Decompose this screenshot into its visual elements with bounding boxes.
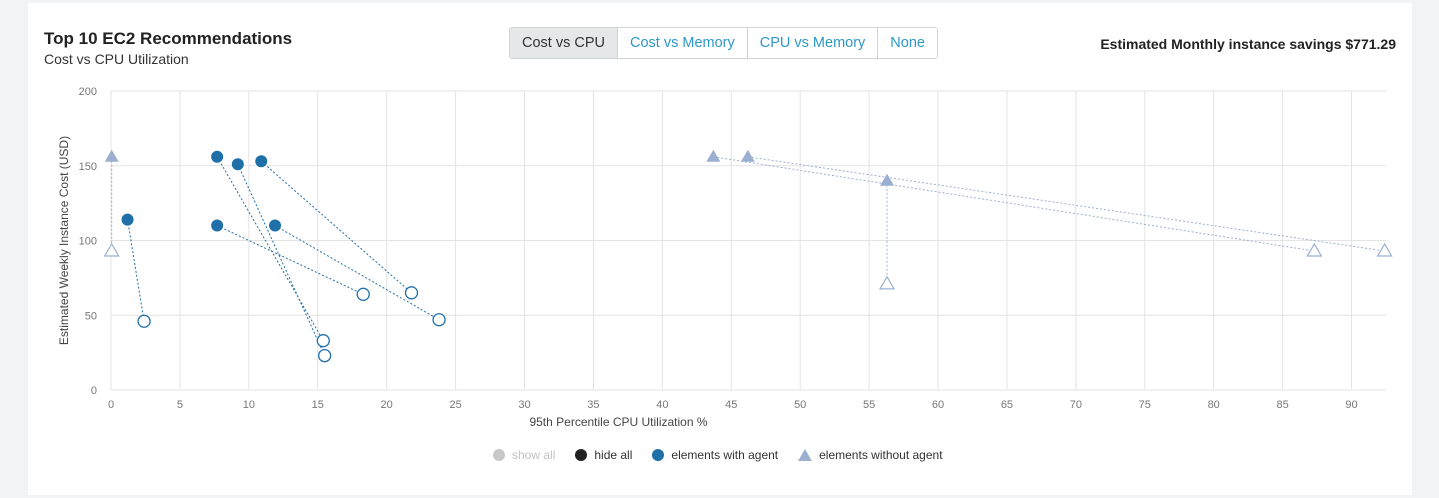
legend-without-agent[interactable]: elements without agent	[798, 448, 943, 462]
x-tick-label: 65	[1001, 399, 1013, 411]
y-tick-label: 50	[85, 310, 97, 322]
chart-title: Top 10 EC2 Recommendations	[44, 29, 293, 48]
legend-with-agent-dot	[652, 449, 665, 461]
current-instance-point	[211, 150, 224, 163]
toggle-cost-vs-cpu[interactable]: Cost vs CPU	[510, 28, 618, 58]
toggle-cpu-vs-memory[interactable]: CPU vs Memory	[747, 28, 879, 58]
y-tick-label: 0	[91, 385, 97, 397]
x-tick-label: 85	[1276, 399, 1288, 411]
current-instance-point	[255, 155, 268, 168]
chart-subtitle: Cost vs CPU Utilization	[44, 51, 189, 67]
current-instance-point	[121, 213, 134, 226]
x-tick-label: 75	[1139, 399, 1151, 411]
x-tick-label: 15	[312, 399, 324, 411]
legend-show-all[interactable]: show all	[493, 448, 555, 462]
recommended-instance-point	[103, 242, 120, 257]
legend-without-agent-label: elements without agent	[819, 448, 943, 462]
recommendation-link-line	[713, 156, 1315, 252]
current-instance-point	[706, 149, 721, 162]
recommended-instance-point	[432, 313, 446, 327]
recommended-instance-point	[404, 286, 419, 300]
scatter-chart: 0 5 10 15 20 25 30 35 40 45 50 55 60 65 70 75 80 85 90 0 50 1…	[57, 86, 1393, 429]
recommended-instance-point	[137, 314, 151, 328]
toggle-none[interactable]: None	[878, 28, 937, 58]
y-tick-label: 200	[79, 86, 97, 98]
recommended-instance-point	[356, 287, 370, 301]
monthly-savings: Estimated Monthly instance savings $771.…	[1100, 36, 1396, 52]
recommended-instance-point	[316, 334, 330, 348]
recommendation-link-line	[260, 160, 412, 294]
x-tick-label: 35	[587, 399, 599, 411]
recommendation-link-line	[216, 156, 324, 341]
current-instance-point	[269, 219, 282, 232]
x-tick-label: 30	[518, 399, 530, 411]
legend-hide-all-label: hide all	[594, 448, 633, 462]
recommendation-link-line	[274, 225, 440, 321]
current-instance-point	[211, 219, 224, 232]
current-instance-point	[740, 149, 755, 162]
recommended-instance-point	[878, 275, 896, 290]
legend-show-all-label: show all	[512, 448, 556, 462]
legend-hide-all-dot	[575, 449, 588, 461]
x-tick-label: 50	[794, 399, 806, 411]
legend-triangle-icon	[798, 449, 813, 461]
x-tick-label: 10	[243, 399, 255, 411]
chart-legend: show all hide all elements with agent el…	[493, 445, 963, 465]
x-tick-label: 25	[449, 399, 461, 411]
x-axis-label: 95th Percentile CPU Utilization %	[529, 415, 707, 429]
y-axis-label: Estimated Weekly Instance Cost (USD)	[57, 136, 71, 345]
x-tick-label: 55	[863, 399, 875, 411]
current-instance-point	[231, 158, 244, 171]
recommended-instance-point	[1306, 242, 1323, 257]
y-tick-label: 100	[79, 236, 97, 248]
chart-card: Top 10 EC2 Recommendations Cost vs CPU U…	[28, 3, 1412, 495]
x-tick-label: 0	[108, 399, 114, 411]
recommended-instance-point	[1376, 242, 1393, 257]
current-instance-point	[104, 149, 119, 162]
legend-hide-all[interactable]: hide all	[575, 448, 632, 462]
toggle-cost-vs-memory[interactable]: Cost vs Memory	[618, 28, 748, 58]
y-tick-label: 150	[79, 161, 97, 173]
x-tick-label: 5	[177, 399, 183, 411]
x-tick-label: 90	[1345, 399, 1357, 411]
x-tick-label: 60	[932, 399, 944, 411]
recommendation-link-line	[216, 225, 364, 295]
current-instance-point	[880, 173, 895, 186]
legend-show-all-dot	[493, 449, 505, 461]
recommendation-link-line	[237, 164, 326, 356]
legend-with-agent[interactable]: elements with agent	[652, 448, 778, 462]
x-tick-label: 70	[1070, 399, 1082, 411]
view-toggle: Cost vs CPU Cost vs Memory CPU vs Memory…	[509, 27, 938, 59]
x-tick-label: 40	[656, 399, 668, 411]
recommendation-link-line	[127, 219, 145, 322]
recommended-instance-point	[317, 348, 332, 363]
x-tick-label: 20	[381, 399, 393, 411]
legend-with-agent-label: elements with agent	[671, 448, 779, 462]
recommendation-link-line	[747, 156, 1385, 252]
x-tick-label: 80	[1208, 399, 1220, 411]
x-tick-label: 45	[725, 399, 737, 411]
